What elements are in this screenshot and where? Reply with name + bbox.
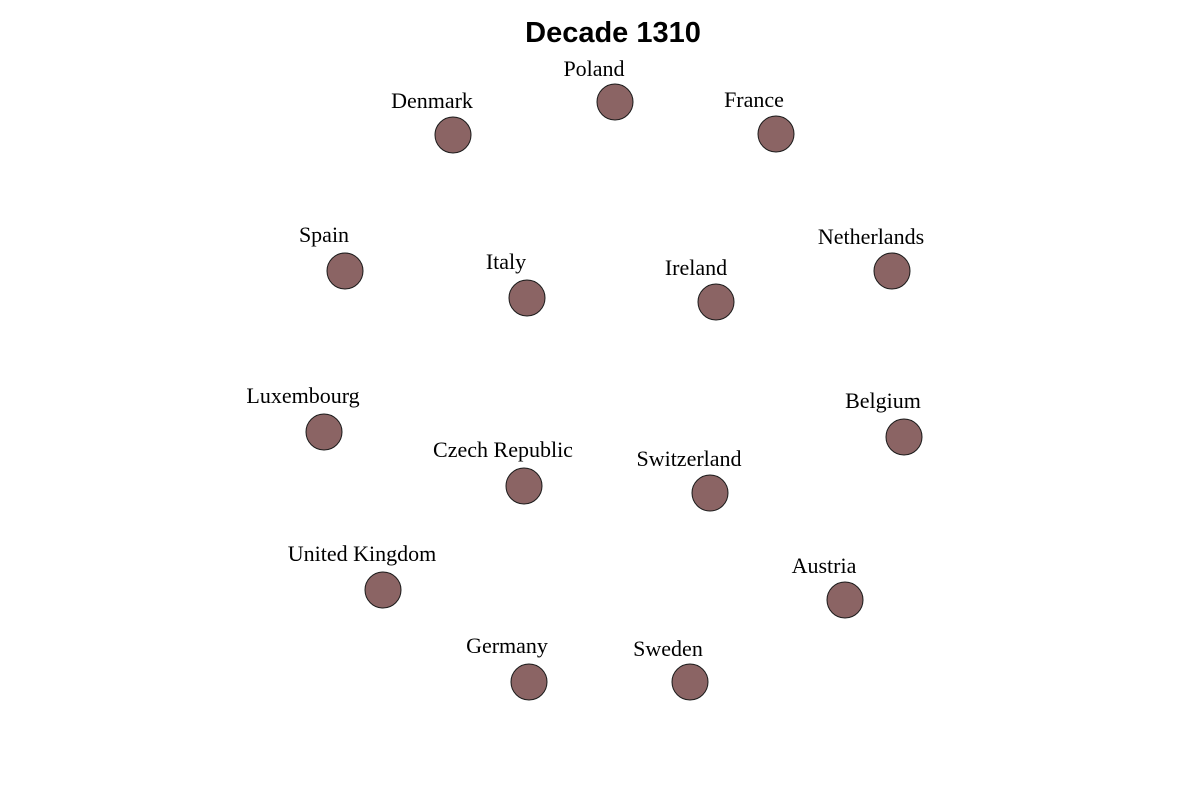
node-label: Switzerland bbox=[636, 446, 741, 471]
node-label: Denmark bbox=[391, 88, 473, 113]
diagram-title: Decade 1310 bbox=[525, 17, 701, 49]
node-label: Netherlands bbox=[818, 224, 924, 249]
node-label: Sweden bbox=[633, 636, 703, 661]
node-netherlands: Netherlands bbox=[818, 224, 924, 290]
node-luxembourg: Luxembourg bbox=[246, 383, 360, 451]
node-label: Italy bbox=[486, 249, 526, 274]
node-circle bbox=[364, 571, 402, 609]
node-circle bbox=[671, 663, 709, 701]
node-circle bbox=[505, 467, 543, 505]
node-france: France bbox=[724, 87, 795, 153]
node-circle bbox=[691, 474, 729, 512]
node-czech-republic: Czech Republic bbox=[433, 437, 573, 505]
node-label: Poland bbox=[563, 56, 624, 81]
node-denmark: Denmark bbox=[391, 88, 473, 154]
node-circle bbox=[508, 279, 546, 317]
node-label: Luxembourg bbox=[246, 383, 359, 408]
node-sweden: Sweden bbox=[633, 636, 709, 701]
nodes-layer: Poland Denmark France Spain Italy Ireland Neth… bbox=[246, 56, 924, 701]
node-united-kingdom: United Kingdom bbox=[288, 541, 437, 609]
node-circle bbox=[826, 581, 864, 619]
node-ireland: Ireland bbox=[665, 255, 735, 321]
node-germany: Germany bbox=[466, 633, 548, 701]
node-italy: Italy bbox=[486, 249, 546, 317]
node-belgium: Belgium bbox=[845, 388, 923, 456]
node-label: United Kingdom bbox=[288, 541, 437, 566]
node-austria: Austria bbox=[792, 553, 864, 619]
node-label: Germany bbox=[466, 633, 548, 658]
node-label: Belgium bbox=[845, 388, 921, 413]
node-circle bbox=[873, 252, 911, 290]
node-label: Austria bbox=[792, 553, 857, 578]
node-circle bbox=[510, 663, 548, 701]
node-circle bbox=[434, 116, 472, 154]
node-label: Spain bbox=[299, 222, 349, 247]
node-poland: Poland bbox=[563, 56, 634, 121]
node-circle bbox=[757, 115, 795, 153]
node-label: Czech Republic bbox=[433, 437, 573, 462]
node-label: Ireland bbox=[665, 255, 727, 280]
node-circle bbox=[326, 252, 364, 290]
node-switzerland: Switzerland bbox=[636, 446, 742, 512]
node-label: France bbox=[724, 87, 784, 112]
node-circle bbox=[305, 413, 343, 451]
node-circle bbox=[596, 83, 634, 121]
node-circle bbox=[697, 283, 735, 321]
node-spain: Spain bbox=[299, 222, 364, 290]
node-circle bbox=[885, 418, 923, 456]
